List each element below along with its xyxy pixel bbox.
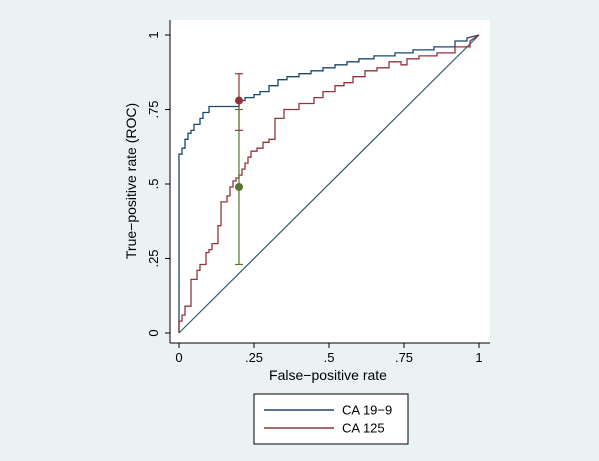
y-tick-label-5: 1 <box>146 31 161 38</box>
y-tick-label-2: .25 <box>146 249 161 267</box>
x-tick-label-5: 1 <box>475 350 482 365</box>
x-axis-title: False−positive rate <box>269 367 387 383</box>
legend-label-1: CA 19−9 <box>342 403 392 418</box>
point-layer <box>235 96 243 191</box>
y-tick-label-1: 0 <box>146 329 161 336</box>
series-line-1 <box>178 34 480 333</box>
x-tick-label-3: .5 <box>324 350 335 365</box>
reference-line <box>178 34 480 334</box>
x-tick-label-1: 0 <box>175 350 182 365</box>
y-axis-title: True−positive rate (ROC) <box>123 103 139 259</box>
legend-box <box>253 393 409 445</box>
y-tick-label-4: .75 <box>146 100 161 118</box>
series-layer <box>178 34 480 333</box>
series-line-2 <box>178 34 480 333</box>
tick-layer: 0 .25 .5 .75 1 0 .25 .5 .75 1 <box>146 31 483 365</box>
x-tick-label-2: .25 <box>245 350 263 365</box>
x-tick-label-4: .75 <box>395 350 413 365</box>
y-tick-label-3: .5 <box>146 179 161 190</box>
legend-label-2: CA 125 <box>342 421 385 436</box>
legend: CA 19−9 CA 125 <box>253 393 409 445</box>
marker-point-2 <box>235 182 243 191</box>
marker-point-1 <box>235 96 243 105</box>
reference-layer <box>178 34 480 334</box>
axes-layer <box>169 20 490 344</box>
